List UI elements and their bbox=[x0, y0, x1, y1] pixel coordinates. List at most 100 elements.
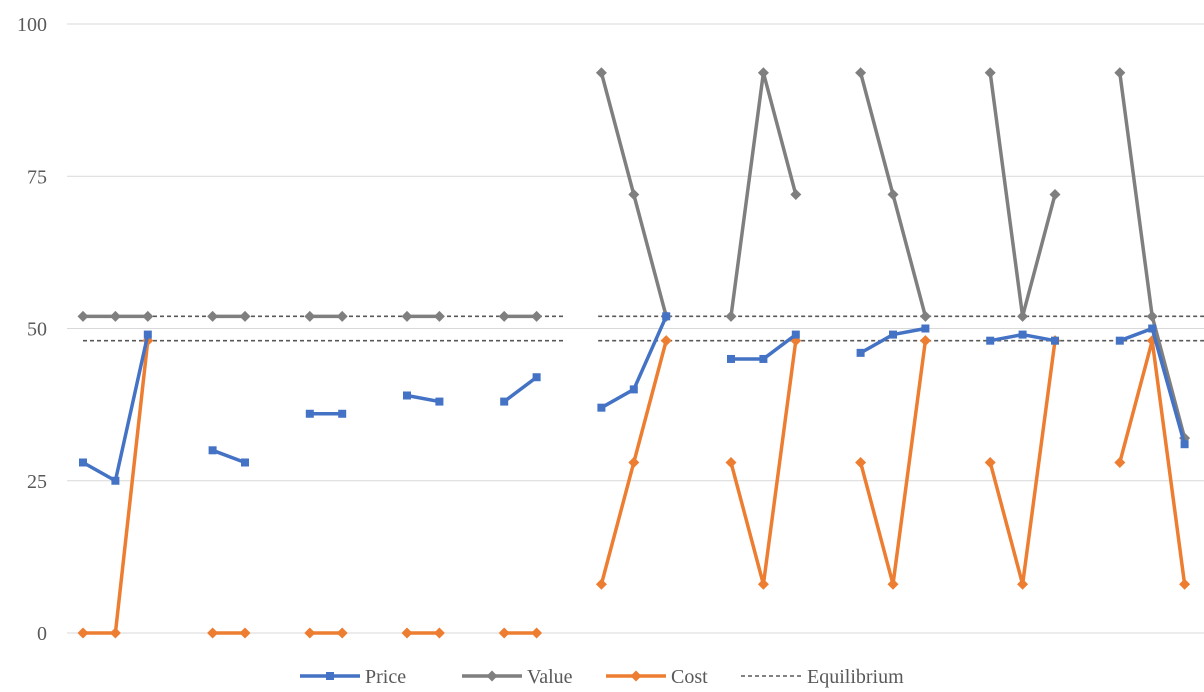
cost-point bbox=[1179, 578, 1191, 590]
legend-item-cost: Cost bbox=[606, 666, 708, 688]
value-point bbox=[1017, 310, 1029, 322]
legend: Price Value Cost Equilibrium bbox=[300, 666, 904, 688]
price-point bbox=[111, 476, 120, 485]
price-point bbox=[500, 397, 509, 406]
value-point bbox=[984, 67, 996, 79]
value-line-segment bbox=[988, 70, 1057, 319]
cost-line-segment bbox=[1118, 338, 1187, 587]
price-line-segment bbox=[81, 332, 150, 483]
value-point bbox=[628, 189, 640, 201]
cost-point bbox=[109, 627, 121, 639]
price-point bbox=[143, 330, 152, 339]
value-point bbox=[336, 310, 348, 322]
value-line-segment bbox=[1118, 70, 1187, 440]
value-point bbox=[919, 310, 931, 322]
price-point bbox=[208, 446, 217, 455]
price-point bbox=[727, 354, 735, 363]
cost-point bbox=[1017, 578, 1029, 590]
price-point bbox=[532, 373, 541, 382]
price-point bbox=[241, 458, 249, 467]
value-point bbox=[207, 310, 219, 322]
price-point bbox=[921, 324, 930, 333]
y-tick-label: 50 bbox=[27, 319, 47, 341]
price-point bbox=[856, 348, 865, 357]
price-point bbox=[338, 409, 347, 418]
price-point bbox=[305, 409, 314, 418]
cost-point bbox=[919, 335, 931, 347]
price-line-segment bbox=[502, 375, 539, 404]
cost-point bbox=[433, 627, 445, 639]
y-tick-label: 75 bbox=[27, 166, 47, 188]
price-line-segment bbox=[405, 393, 442, 404]
value-line-segment bbox=[729, 70, 798, 319]
cost-point bbox=[336, 627, 348, 639]
value-point bbox=[1146, 310, 1158, 322]
price-point bbox=[889, 330, 897, 339]
cost-point bbox=[855, 456, 867, 468]
value-point bbox=[725, 310, 737, 322]
value-point bbox=[855, 67, 867, 79]
price-point bbox=[629, 385, 638, 394]
price-point bbox=[435, 397, 444, 406]
value-point bbox=[887, 189, 899, 201]
gridlines bbox=[67, 23, 1204, 634]
price-point bbox=[1018, 330, 1027, 339]
cost-point bbox=[725, 456, 737, 468]
cost-point bbox=[239, 627, 251, 639]
y-tick-label: 0 bbox=[37, 623, 47, 645]
price-point bbox=[79, 458, 87, 467]
value-point bbox=[433, 310, 445, 322]
value-point bbox=[498, 310, 510, 322]
price-point bbox=[759, 354, 768, 363]
series-cost bbox=[77, 335, 1191, 639]
legend-item-price: Price bbox=[300, 666, 406, 688]
cost-point bbox=[304, 627, 316, 639]
value-point bbox=[304, 310, 316, 322]
price-point bbox=[1115, 336, 1124, 345]
value-point bbox=[790, 189, 802, 201]
legend-item-value: Value bbox=[462, 666, 573, 688]
y-axis-tick-labels: 0 25 50 75 100 bbox=[17, 14, 47, 645]
series-price bbox=[79, 312, 1189, 485]
cost-point bbox=[77, 627, 89, 639]
cost-point bbox=[628, 456, 640, 468]
value-point bbox=[239, 310, 251, 322]
cost-point bbox=[401, 627, 413, 639]
cost-point bbox=[660, 335, 672, 347]
legend-label: Value bbox=[527, 666, 573, 688]
cost-point bbox=[498, 627, 510, 639]
cost-point bbox=[531, 627, 543, 639]
cost-line-segment bbox=[858, 338, 928, 587]
legend-marker bbox=[486, 670, 498, 682]
y-tick-label: 25 bbox=[27, 471, 47, 493]
cost-point bbox=[757, 578, 769, 590]
price-point bbox=[1180, 440, 1189, 449]
price-line-segment bbox=[210, 448, 247, 465]
price-point bbox=[403, 391, 411, 400]
cost-point bbox=[984, 456, 996, 468]
cost-point bbox=[887, 578, 899, 590]
legend-label: Price bbox=[365, 666, 406, 688]
legend-marker bbox=[326, 672, 334, 680]
price-point bbox=[597, 403, 606, 412]
series-layer bbox=[77, 67, 1191, 639]
price-point bbox=[791, 330, 800, 339]
value-point bbox=[401, 310, 413, 322]
cost-point bbox=[595, 578, 607, 590]
cost-line-segment bbox=[988, 338, 1057, 587]
cost-point bbox=[1114, 456, 1126, 468]
value-point bbox=[142, 310, 154, 322]
legend-marker bbox=[630, 670, 642, 682]
value-point bbox=[109, 310, 121, 322]
legend-label: Cost bbox=[671, 666, 708, 688]
legend-item-equilibrium: Equilibrium bbox=[741, 666, 904, 688]
price-point bbox=[662, 312, 671, 321]
y-tick-label: 100 bbox=[17, 14, 47, 36]
value-point bbox=[1114, 67, 1126, 79]
value-point bbox=[1049, 189, 1061, 201]
price-point bbox=[1051, 336, 1059, 345]
price-line-segment bbox=[599, 314, 668, 410]
value-point bbox=[77, 310, 89, 322]
price-point bbox=[986, 336, 995, 345]
